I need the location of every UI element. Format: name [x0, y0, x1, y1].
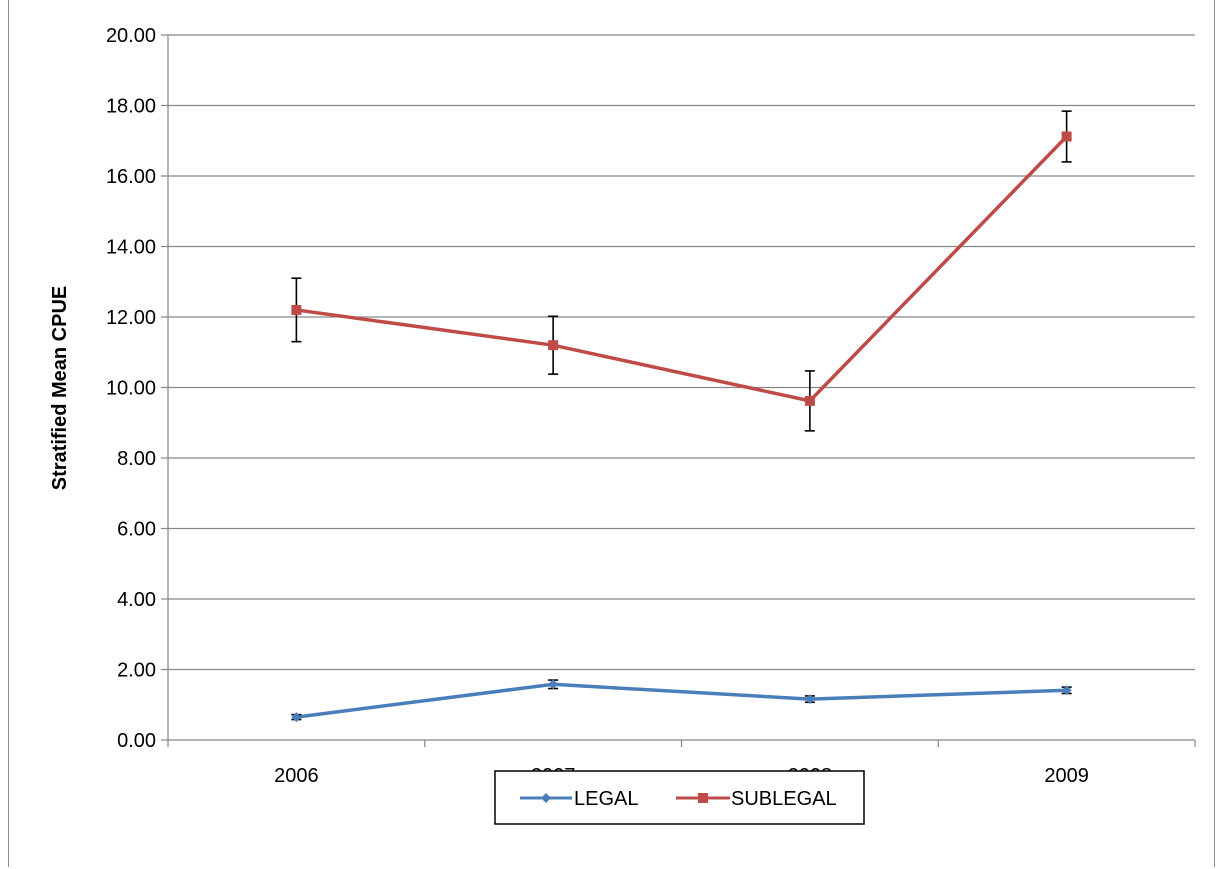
- y-tick-label: 18.00: [106, 96, 156, 118]
- y-tick-label: 16.00: [106, 166, 156, 188]
- data-point: [1061, 131, 1072, 142]
- gridlines: [168, 34, 1195, 671]
- y-tick-labels: 0.00 2.00 4.00 6.00 8.00 10.00 12.00 14.00 16.00…: [106, 25, 156, 752]
- y-axis-title: Stratified Mean CPUE: [49, 286, 71, 490]
- legend-sublegal-label: SUBLEGAL: [731, 788, 837, 810]
- y-tick-label: 12.00: [106, 307, 156, 329]
- legend: LEGAL SUBLEGAL: [494, 770, 865, 825]
- x-tick-label: 2009: [1044, 765, 1089, 787]
- data-point: [804, 395, 815, 406]
- series-legal: [291, 679, 1072, 723]
- y-tick-label: 6.00: [117, 519, 156, 541]
- y-tick-label: 2.00: [117, 660, 156, 682]
- series-line: [296, 135, 1068, 403]
- y-tick-label: 20.00: [106, 25, 156, 47]
- x-tick-label: 2006: [274, 765, 319, 787]
- data-point: [291, 304, 302, 315]
- y-tick-label: 8.00: [117, 448, 156, 470]
- chart-frame: [8, 0, 1215, 867]
- series-line: [296, 682, 1067, 719]
- data-point: [548, 679, 559, 690]
- axes: [161, 34, 1196, 747]
- y-tick-label: 10.00: [106, 378, 156, 400]
- y-tick-label: 14.00: [106, 237, 156, 259]
- legend-sublegal-marker: [698, 793, 708, 803]
- data-point: [804, 694, 815, 705]
- legend-legal-label: LEGAL: [574, 788, 638, 810]
- data-point: [548, 340, 559, 351]
- series: [291, 110, 1072, 723]
- series-sublegal: [291, 110, 1072, 432]
- y-tick-label: 0.00: [117, 730, 156, 752]
- data-point: [291, 712, 302, 723]
- data-point: [1061, 685, 1072, 696]
- y-tick-label: 4.00: [117, 589, 156, 611]
- legend-legal-marker: [541, 793, 551, 803]
